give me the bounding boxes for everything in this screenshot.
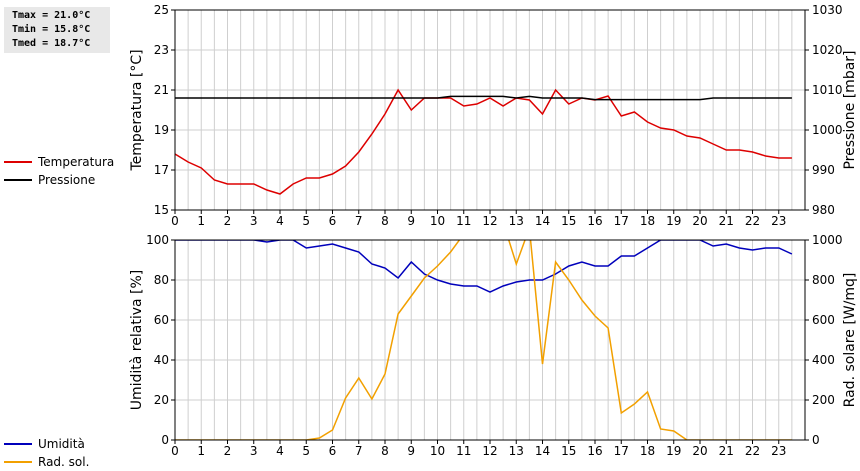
x-tick-label: 20	[692, 444, 707, 458]
y-tick-label: 80	[154, 273, 169, 287]
charts-svg: 0 1 2 3 4 5 6 7 8 9 10 11 12 13 14 15 16 17 18 19 20 21 22 2315…	[129, 3, 858, 458]
x-tick-label: 0	[171, 214, 179, 228]
y2-tick-label: 800	[812, 273, 835, 287]
stat-tmed: Tmed = 18.7°C	[12, 38, 91, 49]
x-tick-label: 12	[482, 214, 497, 228]
x-tick-label: 13	[509, 444, 524, 458]
y-tick-label: 60	[154, 313, 169, 327]
y2-tick-label: 400	[812, 353, 835, 367]
x-tick-label: 8	[381, 444, 389, 458]
y2-tick-label: 1020	[812, 43, 843, 57]
y-tick-label: 25	[154, 3, 169, 17]
y-axis-label: Umidità relativa [%]	[129, 270, 145, 411]
series-line-Umidità	[175, 240, 793, 293]
x-tick-label: 1	[197, 214, 205, 228]
x-tick-label: 0	[171, 444, 179, 458]
x-tick-label: 15	[561, 444, 576, 458]
x-tick-label: 22	[745, 444, 760, 458]
legend-item-pressure: Pressione	[4, 171, 114, 189]
x-tick-label: 5	[302, 214, 310, 228]
x-tick-label: 6	[329, 214, 337, 228]
stat-tmax: Tmax = 21.0°C	[12, 10, 91, 21]
legend-label-temperature: Temperatura	[38, 155, 115, 169]
series-line-Pressione	[175, 95, 792, 101]
x-tick-label: 15	[561, 214, 576, 228]
x-tick-label: 4	[276, 214, 284, 228]
y2-axis-label: Rad. solare [W/mq]	[842, 273, 858, 408]
x-tick-label: 14	[535, 444, 550, 458]
x-tick-label: 9	[407, 444, 415, 458]
series-line-Temperatura	[175, 88, 792, 195]
chart-panel-1: 0 1 2 3 4 5 6 7 8 9 10 11 12 13 14 15 16 17 18 19 20 21 22 2302…	[129, 233, 858, 458]
x-tick-label: 7	[355, 214, 363, 228]
x-tick-label: 12	[482, 444, 497, 458]
y2-tick-label: 200	[812, 393, 835, 407]
x-tick-label: 14	[535, 214, 550, 228]
x-tick-label: 7	[355, 444, 363, 458]
y2-tick-label: 1000	[812, 233, 843, 247]
legend-label-humidity: Umidità	[38, 437, 85, 451]
y-tick-label: 23	[154, 43, 169, 57]
x-tick-label: 20	[692, 214, 707, 228]
y2-tick-label: 1000	[812, 123, 843, 137]
x-tick-label: 21	[719, 214, 734, 228]
x-tick-label: 10	[430, 444, 445, 458]
legend-swatch-humidity	[4, 443, 32, 445]
x-tick-label: 3	[250, 214, 258, 228]
x-tick-label: 19	[666, 214, 681, 228]
legend-top: Temperatura Pressione	[4, 153, 114, 189]
y-tick-label: 40	[154, 353, 169, 367]
y2-tick-label: 1010	[812, 83, 843, 97]
y2-tick-label: 990	[812, 163, 835, 177]
x-tick-label: 3	[250, 444, 258, 458]
x-tick-label: 8	[381, 214, 389, 228]
legend-swatch-temperature	[4, 161, 32, 163]
x-tick-label: 22	[745, 214, 760, 228]
stats-box: Tmax = 21.0°C Tmin = 15.8°C Tmed = 18.7°…	[4, 7, 110, 53]
y-tick-label: 100	[146, 233, 169, 247]
x-tick-label: 23	[771, 444, 786, 458]
x-tick-label: 23	[771, 214, 786, 228]
x-tick-label: 21	[719, 444, 734, 458]
legend-swatch-solar	[4, 461, 32, 463]
legend-label-pressure: Pressione	[38, 173, 96, 187]
x-tick-label: 17	[614, 214, 629, 228]
x-tick-label: 9	[407, 214, 415, 228]
y-tick-label: 20	[154, 393, 169, 407]
stat-tmin: Tmin = 15.8°C	[12, 24, 91, 35]
y-axis-label: Temperatura [°C]	[129, 49, 145, 171]
x-tick-label: 6	[329, 444, 337, 458]
x-tick-label: 18	[640, 214, 655, 228]
y-tick-label: 15	[154, 203, 169, 217]
x-tick-label: 16	[587, 214, 602, 228]
x-tick-label: 5	[302, 444, 310, 458]
y2-tick-label: 980	[812, 203, 835, 217]
y2-tick-label: 1030	[812, 3, 843, 17]
y2-tick-label: 600	[812, 313, 835, 327]
x-tick-label: 13	[509, 214, 524, 228]
series-line-Rad. sol.	[175, 240, 792, 440]
legend-swatch-pressure	[4, 179, 32, 181]
x-tick-label: 11	[456, 214, 471, 228]
x-tick-label: 17	[614, 444, 629, 458]
x-tick-label: 2	[224, 214, 232, 228]
x-tick-label: 2	[224, 444, 232, 458]
x-tick-label: 18	[640, 444, 655, 458]
x-tick-label: 11	[456, 444, 471, 458]
x-tick-label: 1	[197, 444, 205, 458]
y-tick-label: 17	[154, 163, 169, 177]
y-tick-label: 21	[154, 83, 169, 97]
chart-panel-0: 0 1 2 3 4 5 6 7 8 9 10 11 12 13 14 15 16 17 18 19 20 21 22 2315…	[129, 3, 858, 228]
x-tick-label: 10	[430, 214, 445, 228]
y2-tick-label: 0	[812, 433, 820, 447]
legend-item-temperature: Temperatura	[4, 153, 114, 171]
y-tick-label: 19	[154, 123, 169, 137]
y2-axis-label: Pressione [mbar]	[842, 50, 858, 169]
legend-item-humidity: Umidità	[4, 435, 89, 453]
x-tick-label: 19	[666, 444, 681, 458]
y-tick-label: 0	[161, 433, 169, 447]
x-tick-label: 4	[276, 444, 284, 458]
x-tick-label: 16	[587, 444, 602, 458]
